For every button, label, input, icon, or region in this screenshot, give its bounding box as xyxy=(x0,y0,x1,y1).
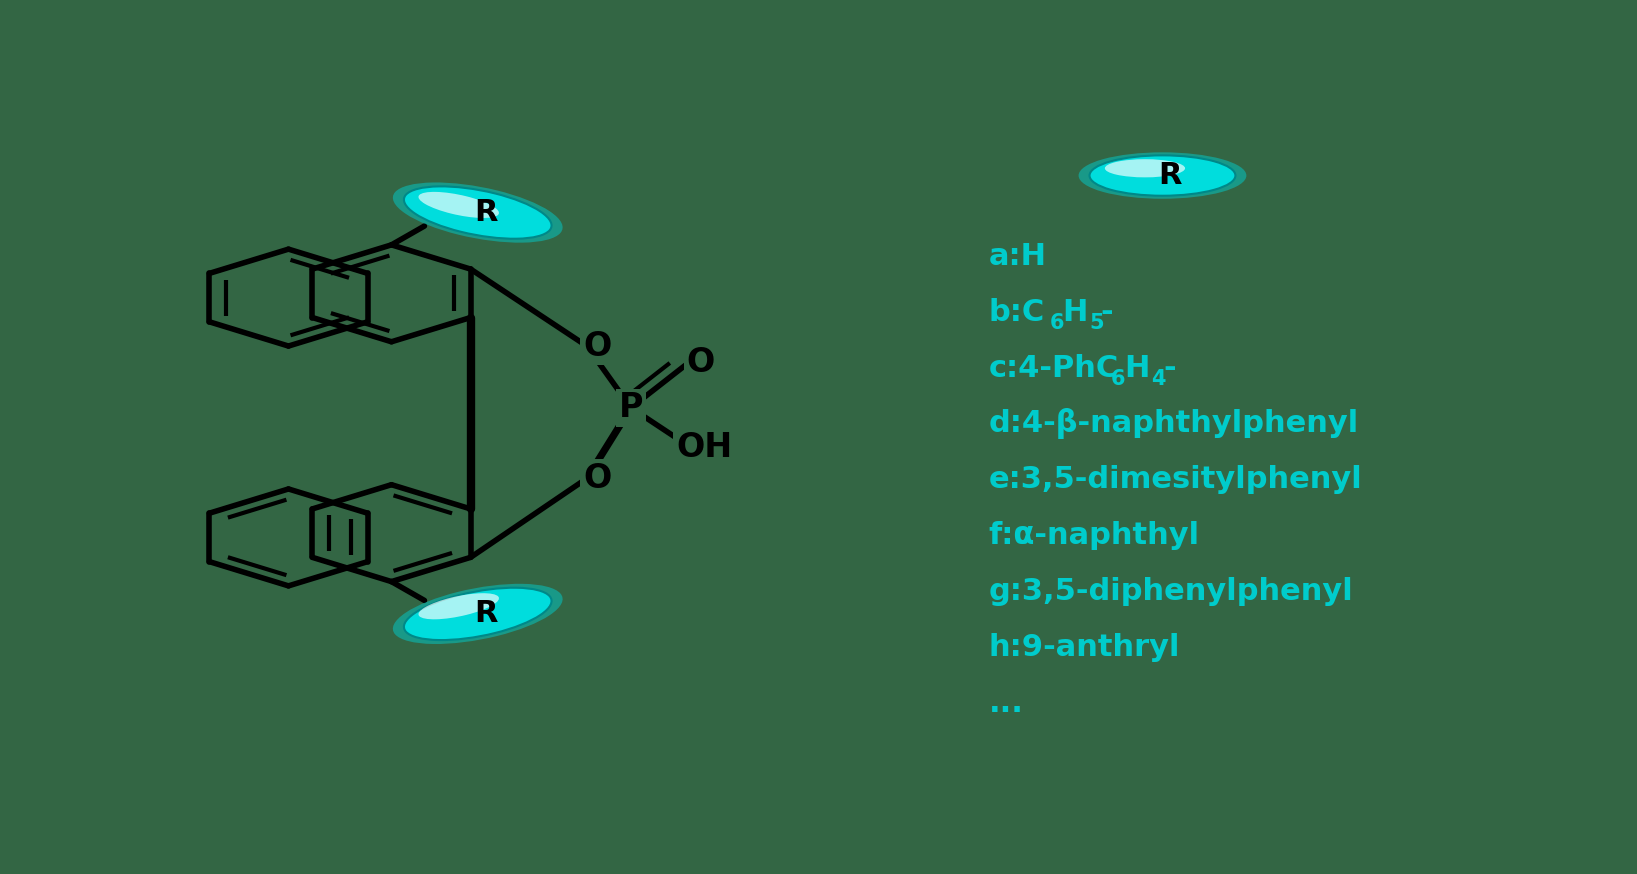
Text: e:3,5-dimesitylphenyl: e:3,5-dimesitylphenyl xyxy=(989,465,1362,494)
Text: -: - xyxy=(1100,298,1113,327)
Ellipse shape xyxy=(1105,159,1185,177)
Text: g:3,5-diphenylphenyl: g:3,5-diphenylphenyl xyxy=(989,577,1354,606)
Text: P: P xyxy=(619,392,643,424)
Text: 4: 4 xyxy=(1151,369,1166,389)
Text: f:α-naphthyl: f:α-naphthyl xyxy=(989,521,1200,550)
Text: O: O xyxy=(583,329,611,363)
Text: 6: 6 xyxy=(1049,313,1064,333)
Ellipse shape xyxy=(404,186,552,239)
Text: R: R xyxy=(475,600,498,628)
Ellipse shape xyxy=(393,183,563,243)
Text: H: H xyxy=(1125,353,1149,383)
Text: d:4-β-naphthylphenyl: d:4-β-naphthylphenyl xyxy=(989,408,1359,440)
Text: a:H: a:H xyxy=(989,242,1046,271)
Text: ...: ... xyxy=(989,689,1023,718)
Text: R: R xyxy=(475,198,498,227)
Text: O: O xyxy=(583,461,611,495)
Ellipse shape xyxy=(1090,156,1236,196)
Text: R: R xyxy=(1157,161,1182,190)
Text: h:9-anthryl: h:9-anthryl xyxy=(989,633,1180,662)
Text: 5: 5 xyxy=(1089,313,1103,333)
Text: c:4-PhC: c:4-PhC xyxy=(989,353,1120,383)
Text: H: H xyxy=(1062,298,1087,327)
Text: b:C: b:C xyxy=(989,298,1044,327)
Text: OH: OH xyxy=(676,431,732,463)
Ellipse shape xyxy=(419,192,499,218)
Text: O: O xyxy=(686,345,714,378)
Text: -: - xyxy=(1164,353,1177,383)
Ellipse shape xyxy=(404,587,552,640)
Text: 6: 6 xyxy=(1110,369,1125,389)
Ellipse shape xyxy=(393,584,563,644)
Ellipse shape xyxy=(1079,152,1246,198)
Ellipse shape xyxy=(419,593,499,620)
